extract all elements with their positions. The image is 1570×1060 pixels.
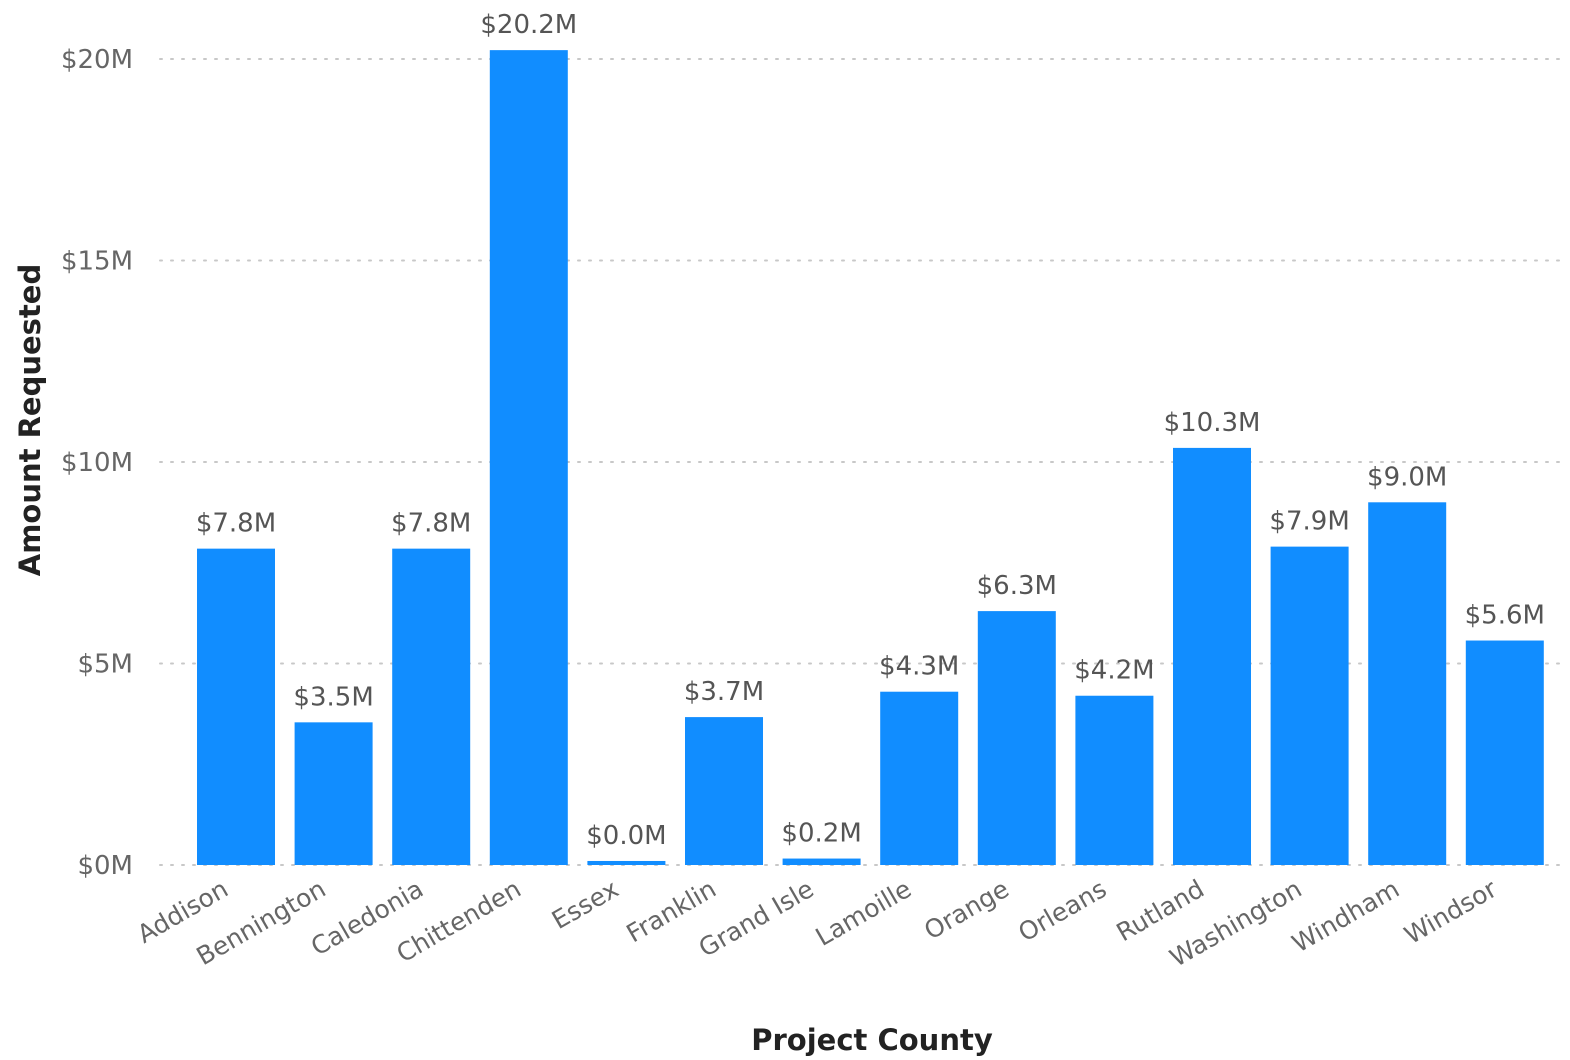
x-tick-label: Orleans — [1013, 874, 1111, 947]
bar — [197, 548, 275, 865]
data-label: $3.7M — [684, 677, 764, 707]
data-label: $20.2M — [480, 10, 577, 40]
bar — [489, 50, 568, 866]
bar — [977, 611, 1056, 865]
data-label: $0.0M — [586, 821, 666, 851]
data-label: $4.2M — [1074, 656, 1154, 686]
data-label: $9.0M — [1367, 462, 1447, 492]
data-label: $4.3M — [879, 652, 959, 682]
data-label: $5.6M — [1465, 601, 1545, 631]
data-label: $10.3M — [1164, 408, 1261, 438]
data-label: $7.8M — [196, 509, 276, 539]
y-tick-label: $5M — [77, 650, 133, 680]
data-label: $7.8M — [391, 509, 471, 539]
x-tick-label: Lamoille — [811, 874, 917, 952]
bar — [392, 548, 471, 865]
bar — [1368, 502, 1447, 865]
x-tick-label: Windsor — [1399, 874, 1502, 950]
data-label: $0.2M — [781, 819, 861, 849]
y-tick-label: $15M — [61, 247, 133, 277]
bar — [1465, 640, 1544, 865]
x-tick-label: Windham — [1287, 874, 1404, 958]
data-label: $6.3M — [977, 571, 1057, 601]
bars — [197, 50, 1544, 866]
y-axis-title: Amount Requested — [13, 264, 47, 576]
data-label: $3.5M — [293, 682, 373, 712]
bar — [880, 691, 959, 865]
bar — [1270, 546, 1349, 865]
x-axis-title: Project County — [751, 1023, 993, 1057]
y-tick-label: $20M — [61, 45, 133, 75]
y-axis-ticks: $0M $5M $10M $15M $20M — [61, 45, 133, 881]
data-label: $7.9M — [1269, 507, 1349, 537]
data-labels: $7.8M $3.5M $7.8M $20.2M $0.0M $3.7M $0.2M $4.3… — [196, 10, 1545, 851]
bar — [782, 858, 861, 865]
gridlines — [159, 58, 1569, 866]
y-tick-label: $10M — [61, 448, 133, 478]
bar — [294, 722, 373, 865]
bar — [587, 860, 666, 865]
y-tick-label: $0M — [77, 851, 133, 881]
bar — [1075, 695, 1154, 865]
bar — [1173, 447, 1251, 865]
x-tick-label: Essex — [547, 874, 624, 935]
x-tick-label: Orange — [919, 874, 1013, 945]
bar — [685, 717, 763, 865]
